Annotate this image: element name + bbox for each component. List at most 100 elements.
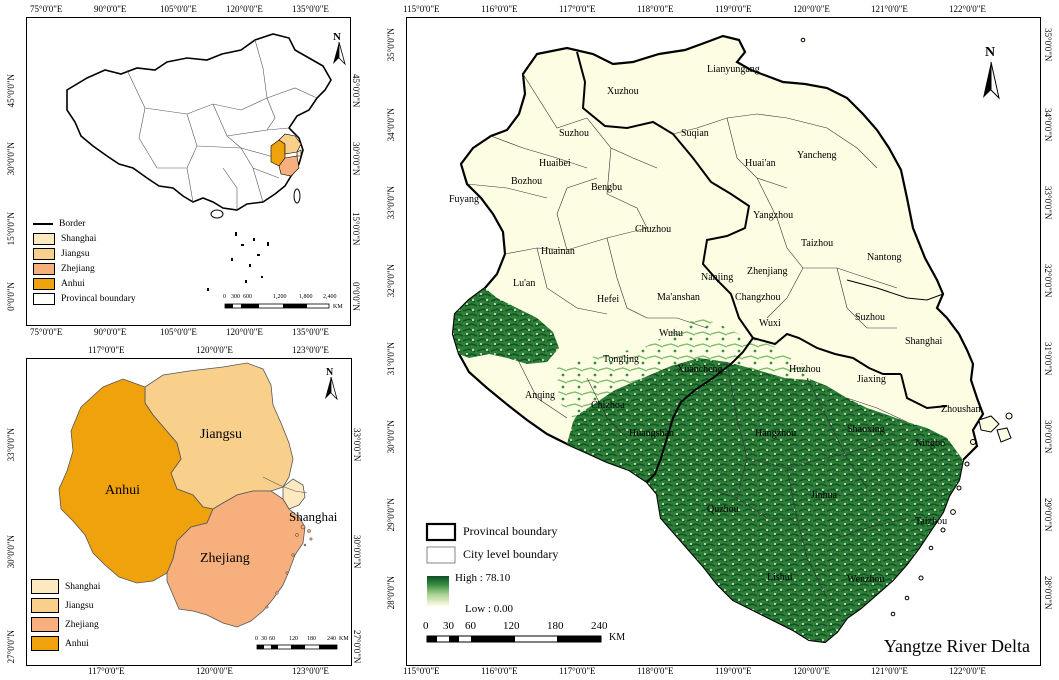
city-nanjing: Nanjing: [701, 272, 734, 283]
legend-zhejiang: Zhejiang: [31, 615, 100, 634]
city-yancheng: Yancheng: [797, 150, 837, 161]
legend-city-label: City level boundary: [463, 547, 559, 561]
yrd-small-legend: Shanghai Jiangsu Zhejiang Anhui: [31, 577, 100, 653]
city-lianyungang: Lianyungang: [707, 64, 760, 75]
city-lishui: Lishui: [767, 572, 793, 583]
city-tongling: Tongling: [603, 354, 639, 365]
main-scale-bar: [426, 635, 602, 643]
map-title: Yangtze River Delta: [883, 636, 1030, 656]
city-taizhou-zj: Taizhou: [915, 516, 948, 527]
china-map-svg: N: [66, 31, 346, 309]
city-hefei: Hefei: [597, 294, 620, 305]
city-ningbo: Ningbo: [915, 438, 945, 449]
city-xuancheng: Xuancheng: [677, 364, 723, 375]
city-boundaries: [466, 73, 908, 599]
legend-shanghai: Shanghai: [33, 231, 136, 246]
vegetation-west: [453, 288, 559, 364]
zhoushan-islands: [800, 37, 1013, 617]
yrd-main-svg: N: [425, 34, 1013, 644]
legend-border: Border: [33, 216, 136, 231]
main-scale-labels: 0 30 60 120 180 240 KM: [423, 620, 626, 643]
label-zhejiang: Zhejiang: [200, 551, 250, 566]
vegetation-south: [567, 336, 963, 642]
city-zhoushan: Zhoushan: [941, 404, 981, 415]
north-arrow-icon: N: [983, 45, 1000, 100]
legend-anhui: Anhui: [33, 276, 136, 291]
city-yangzhou: Yangzhou: [753, 210, 794, 221]
china-province-lines: [126, 39, 318, 210]
legend-shanghai: Shanghai: [31, 577, 100, 596]
city-changzhou: Changzhou: [735, 292, 781, 303]
city-fuyang: Fuyang: [449, 194, 479, 205]
city-huzhou: Huzhou: [789, 364, 821, 375]
china-outline: [66, 33, 332, 211]
city-huaibei: Huaibei: [539, 158, 571, 169]
vegetation-patches: [557, 318, 807, 418]
city-shanghai: Shanghai: [905, 336, 943, 347]
zhejiang-province-shape: [166, 490, 306, 628]
china-legend: Border Shanghai Jiangsu Zhejiang Anhui P…: [33, 216, 136, 306]
north-arrow-icon: N: [325, 367, 338, 401]
city-bengbu: Bengbu: [591, 182, 623, 193]
south-sea-islands: [207, 232, 269, 291]
city-taizhou-js: Taizhou: [801, 238, 834, 249]
city-anqing: Anqing: [525, 390, 555, 401]
city-maanshan: Ma'anshan: [657, 292, 700, 303]
city-shaoxing: Shaoxing: [847, 424, 885, 435]
yrd-small-scale-bar: [256, 644, 338, 650]
city-jiaxing: Jiaxing: [857, 374, 886, 385]
city-luan: Lu'an: [513, 278, 536, 289]
city-zhenjiang: Zhenjiang: [747, 266, 788, 277]
city-jinhua: Jinhua: [811, 490, 838, 501]
label-shanghai: Shanghai: [289, 509, 338, 524]
city-suzhou-js: Suzhou: [855, 312, 885, 323]
legend-low-label: Low : 0.00: [465, 603, 513, 615]
legend-jiangsu: Jiangsu: [31, 596, 100, 615]
city-wenzhou: Wenzhou: [847, 574, 885, 585]
yrd-province-map: N Jiangsu Anhui Shanghai Zhejiang Shangh…: [26, 358, 352, 666]
yrd-province-svg: N: [58, 362, 338, 650]
legend-provincial: Provincal boundary: [33, 291, 136, 306]
city-huainan: Huainan: [541, 246, 575, 257]
hainan-island: [210, 209, 224, 219]
zhoushan-islands: [265, 524, 313, 609]
city-wuhu: Wuhu: [659, 328, 684, 339]
legend-provincial-label: Provincal boundary: [463, 524, 558, 538]
city-wuxi: Wuxi: [759, 318, 781, 329]
city-chuzhou: Chuzhou: [635, 224, 672, 235]
city-huaian: Huai'an: [745, 158, 776, 169]
legend-jiangsu: Jiangsu: [33, 246, 136, 261]
north-arrow-icon: N: [333, 31, 346, 66]
label-anhui: Anhui: [105, 483, 140, 498]
zhejiang-region: [278, 155, 300, 177]
city-huangshan: Huangshan: [629, 428, 674, 439]
label-jiangsu: Jiangsu: [200, 427, 242, 442]
estuary-line: [262, 476, 308, 494]
shanghai-region: [296, 149, 302, 157]
jiangsu-region: [278, 133, 302, 155]
yangtze-river: [846, 279, 944, 301]
legend-high-label: High : 78.10: [455, 572, 511, 584]
svg-text:N: N: [985, 45, 995, 60]
city-bozhou: Bozhou: [511, 176, 543, 187]
north-letter: N: [326, 367, 334, 378]
north-letter: N: [333, 31, 341, 43]
provincial-boundaries: [576, 51, 948, 483]
china-scale-bar: [224, 303, 330, 309]
shanghai-province-shape: [282, 478, 306, 510]
city-suqian: Suqian: [681, 128, 709, 139]
city-suzhou-anhui: Suzhou: [559, 128, 589, 139]
city-xuzhou: Xuzhou: [607, 86, 639, 97]
taiwan-island: [293, 188, 301, 204]
china-location-map: N Border Shanghai Jiangsu Zhejiang: [26, 17, 351, 326]
city-hangzhou: Hangzhou: [755, 428, 797, 439]
city-nantong: Nantong: [867, 252, 902, 263]
city-chizhou: Chizhou: [591, 400, 625, 411]
city-quzhou: Quzhou: [707, 504, 739, 515]
legend-zhejiang: Zhejiang: [33, 261, 136, 276]
china-scale-labels: 0 300 600 1,200 1,800 2,400 KM: [223, 294, 343, 310]
yrd-vegetation-map: N Lianyungang Xuzhou Suzh: [406, 17, 1041, 666]
main-legend-swatches: [425, 522, 457, 606]
yrd-small-scale-labels: 0 30 60 120 180 240 KM: [255, 636, 349, 642]
legend-anhui: Anhui: [31, 634, 100, 653]
